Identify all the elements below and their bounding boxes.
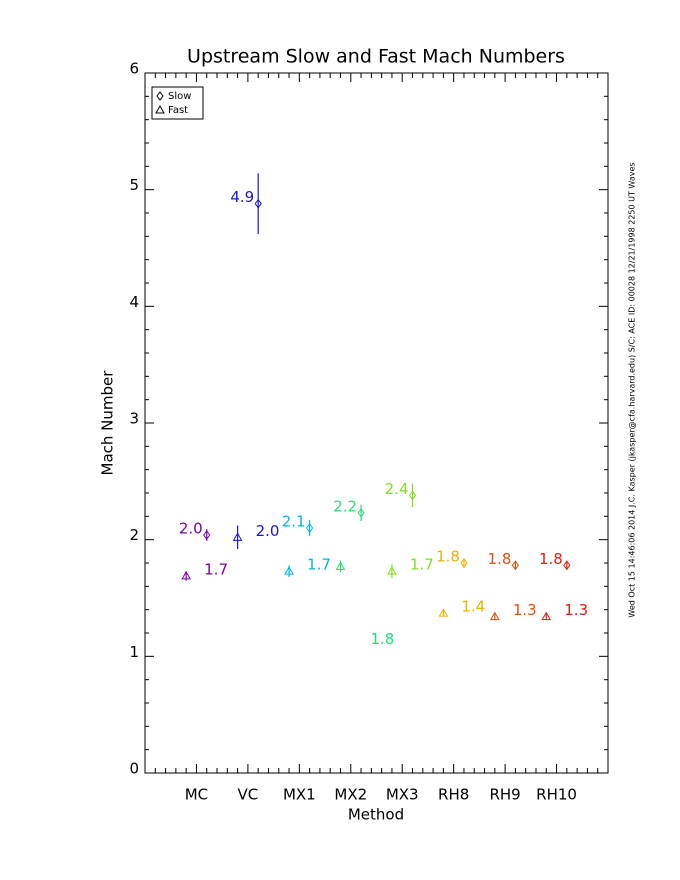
legend-label: Slow: [168, 91, 191, 102]
y-tick-label: 1: [129, 643, 139, 661]
y-tick-label: 4: [129, 293, 139, 311]
y-axis-label: Mach Number: [99, 370, 117, 476]
value-label: 2.4: [385, 480, 409, 498]
value-label: 1.4: [461, 598, 485, 616]
triangle-marker: [335, 561, 346, 570]
y-tick-label: 3: [129, 410, 139, 428]
triangle-marker: [155, 104, 165, 114]
y-tick-label: 2: [129, 526, 139, 544]
diamond-marker: [254, 198, 262, 209]
value-label: 1.3: [564, 601, 588, 619]
value-label: 1.7: [410, 556, 434, 574]
diamond-marker: [156, 91, 164, 101]
value-label: 1.7: [204, 560, 228, 578]
triangle-marker: [541, 611, 552, 621]
x-tick-label: VC: [238, 786, 259, 804]
triangle-marker: [489, 611, 500, 621]
value-label: 1.8: [539, 550, 563, 568]
chart-title: Upstream Slow and Fast Mach Numbers: [187, 46, 565, 68]
legend-label: Fast: [168, 105, 188, 116]
x-tick-label: RH9: [489, 786, 520, 804]
diamond-marker: [511, 560, 520, 571]
value-label: 1.7: [307, 556, 331, 574]
x-tick-label: RH10: [536, 786, 577, 804]
value-label: 2.0: [179, 520, 203, 538]
value-label: 1.8: [488, 550, 512, 568]
x-tick-label: MX1: [283, 786, 316, 804]
triangle-marker: [284, 566, 294, 575]
y-tick-label: 5: [129, 176, 139, 194]
diamond-marker: [357, 508, 365, 518]
triangle-marker: [181, 570, 192, 580]
triangle-marker: [387, 566, 397, 575]
x-tick-label: MC: [185, 786, 208, 804]
diamond-marker: [563, 560, 571, 571]
value-label: 1.3: [513, 601, 537, 619]
value-label: 1.8: [436, 548, 460, 566]
value-label: 2.0: [256, 522, 280, 540]
value-label: 2.2: [333, 497, 357, 515]
value-label: 4.9: [230, 188, 254, 206]
diamond-marker: [203, 530, 211, 540]
x-tick-label: MX2: [334, 786, 367, 804]
side-note: Wed Oct 15 14:46:06 2014 J.C. Kasper (jk…: [628, 162, 637, 617]
diamond-marker: [305, 523, 314, 533]
triangle-marker: [438, 608, 449, 617]
x-tick-label: RH8: [438, 786, 469, 804]
x-axis-label: Method: [348, 806, 404, 824]
x-tick-label: MX3: [386, 786, 419, 804]
value-label: 1.8: [370, 630, 394, 648]
diamond-marker: [408, 490, 417, 501]
value-label: 2.1: [282, 513, 306, 531]
triangle-marker: [232, 532, 243, 541]
diamond-marker: [460, 558, 468, 568]
y-tick-label: 0: [129, 760, 139, 778]
y-tick-label: 6: [129, 60, 139, 78]
